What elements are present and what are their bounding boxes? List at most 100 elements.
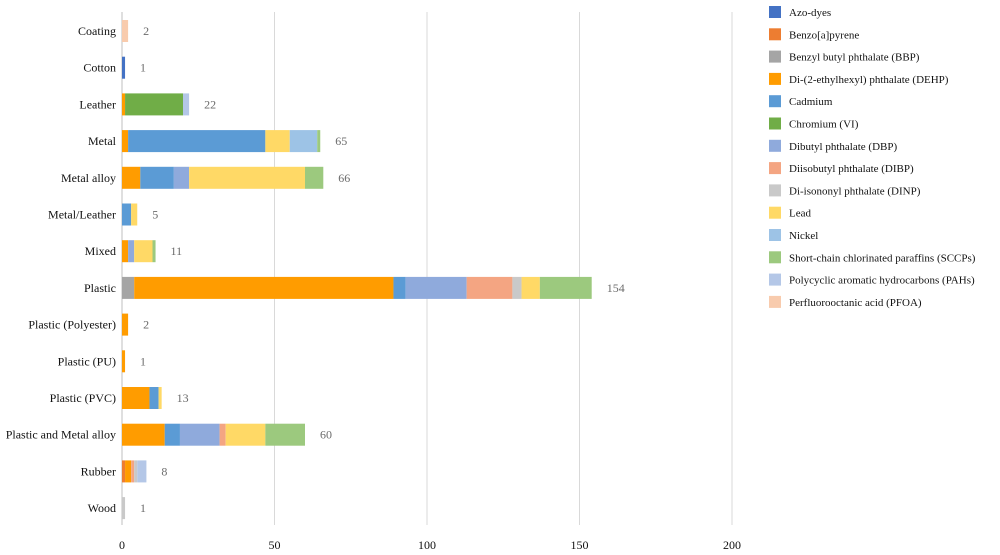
legend-label: Diisobutyl phthalate (DIBP) xyxy=(789,163,914,175)
bar-plastic-and-metal-alloy-short-chain-chlorinated-paraffins-sccps xyxy=(265,423,305,446)
bar-plastic-dibutyl-phthalate-dbp xyxy=(405,276,467,299)
bars xyxy=(122,20,592,520)
bar-plastic-and-metal-alloy-di-2-ethylhexyl-phthalate-dehp xyxy=(122,423,165,446)
bar-mixed-lead xyxy=(134,240,153,263)
bar-metal-lead xyxy=(265,130,290,153)
legend: Azo-dyes Benzo[a]pyrene Benzyl butyl phtha… xyxy=(769,6,976,309)
bar-mixed-short-chain-chlorinated-paraffins-sccps xyxy=(152,240,156,263)
total-labels: 2 1 22 65 66 5 11 154 2 1 13 60 8 1 xyxy=(140,24,625,515)
bar-plastic-polyester-di-2-ethylhexyl-phthalate-dehp xyxy=(122,313,129,336)
x-tick-label: 100 xyxy=(418,538,436,552)
legend-label: Chromium (VI) xyxy=(789,119,859,131)
x-tick-label: 150 xyxy=(571,538,589,552)
category-label: Mixed xyxy=(85,244,116,258)
legend-label: Nickel xyxy=(789,230,818,242)
total-label: 8 xyxy=(161,464,167,478)
legend-label: Azo-dyes xyxy=(789,7,831,19)
bar-coating-perfluorooctanic-acid-pfoa xyxy=(122,20,129,42)
category-label: Coating xyxy=(78,24,116,38)
total-label: 154 xyxy=(607,281,625,295)
legend-label: Di-isononyl phthalate (DINP) xyxy=(789,185,921,197)
legend-swatch-cadmium xyxy=(769,95,781,108)
category-label: Wood xyxy=(88,501,116,515)
total-label: 65 xyxy=(335,134,347,148)
bar-plastic-benzyl-butyl-phthalate-bbp xyxy=(122,276,135,299)
bar-mixed-di-2-ethylhexyl-phthalate-dehp xyxy=(122,240,129,263)
bar-rubber-di-2-ethylhexyl-phthalate-dehp xyxy=(125,460,132,483)
x-tick-labels: 0 50 100 150 200 xyxy=(119,538,741,552)
bar-cotton-azo-dyes xyxy=(122,56,126,79)
bar-mixed-dibutyl-phthalate-dbp xyxy=(128,240,135,263)
bar-leather-chromium-vi xyxy=(125,93,183,116)
bar-plastic-pvc-cadmium xyxy=(149,387,159,409)
x-tick-label: 200 xyxy=(723,538,741,552)
bar-metal-alloy-lead xyxy=(189,166,305,189)
bar-plastic-di-2-ethylhexyl-phthalate-dehp xyxy=(134,276,394,299)
total-label: 2 xyxy=(143,318,149,332)
bar-metal-cadmium xyxy=(128,130,266,153)
bar-metal-alloy-cadmium xyxy=(140,166,174,189)
category-label: Plastic (Polyester) xyxy=(28,318,116,332)
category-labels: Coating Cotton Leather Metal Metal alloy Meta… xyxy=(6,24,117,515)
legend-swatch-lead xyxy=(769,206,781,219)
bar-rubber-benzo-a-pyrene xyxy=(122,460,126,483)
bar-plastic-lead xyxy=(521,276,540,299)
category-label: Metal xyxy=(88,134,117,148)
legend-swatch-short-chain-chlorinated-paraffins-sccps xyxy=(769,251,781,264)
bar-plastic-diisobutyl-phthalate-dibp xyxy=(466,276,513,299)
bar-plastic-pvc-di-2-ethylhexyl-phthalate-dehp xyxy=(122,387,150,409)
bar-plastic-pvc-lead xyxy=(158,387,162,409)
legend-label: Cadmium xyxy=(789,96,833,108)
bar-metal-short-chain-chlorinated-paraffins-sccps xyxy=(317,130,321,153)
bar-plastic-and-metal-alloy-diisobutyl-phthalate-dibp xyxy=(219,423,226,446)
total-label: 1 xyxy=(140,501,146,515)
total-label: 1 xyxy=(140,61,146,75)
category-label: Plastic xyxy=(84,281,116,295)
legend-swatch-polycyclic-aromatic-hydrocarbons-pahs xyxy=(769,273,781,286)
category-label: Leather xyxy=(79,97,116,111)
grid-lines xyxy=(121,12,733,525)
bar-metal-alloy-short-chain-chlorinated-paraffins-sccps xyxy=(305,166,324,189)
total-label: 22 xyxy=(204,97,216,111)
bar-rubber-di-isononyl-phthalate-dinp xyxy=(134,460,138,483)
legend-swatch-di-isononyl-phthalate-dinp xyxy=(769,184,781,197)
bar-plastic-di-isononyl-phthalate-dinp xyxy=(512,276,522,299)
legend-swatch-chromium-vi xyxy=(769,117,781,130)
bar-metal-leather-lead xyxy=(131,203,138,226)
legend-label: Di-(2-ethylhexyl) phthalate (DEHP) xyxy=(789,74,949,86)
bar-metal-leather-cadmium xyxy=(122,203,132,226)
legend-label: Short-chain chlorinated paraffins (SCCPs… xyxy=(789,252,976,264)
legend-swatch-perfluorooctanic-acid-pfoa xyxy=(769,295,781,308)
bar-rubber-diisobutyl-phthalate-dibp xyxy=(131,460,135,483)
x-tick-label: 50 xyxy=(269,538,281,552)
total-label: 60 xyxy=(320,428,332,442)
legend-swatch-di-2-ethylhexyl-phthalate-dehp xyxy=(769,72,781,85)
bar-plastic-pu-di-2-ethylhexyl-phthalate-dehp xyxy=(122,350,126,373)
bar-metal-di-2-ethylhexyl-phthalate-dehp xyxy=(122,130,129,153)
bar-metal-alloy-dibutyl-phthalate-dbp xyxy=(173,166,190,189)
total-label: 5 xyxy=(152,208,158,222)
total-label: 2 xyxy=(143,24,149,38)
legend-swatch-azo-dyes xyxy=(769,6,781,18)
bar-leather-polycyclic-aromatic-hydrocarbons-pahs xyxy=(183,93,190,116)
bar-leather-di-2-ethylhexyl-phthalate-dehp xyxy=(122,93,126,116)
legend-label: Polycyclic aromatic hydrocarbons (PAHs) xyxy=(789,275,975,287)
bar-metal-alloy-di-2-ethylhexyl-phthalate-dehp xyxy=(122,166,141,189)
legend-swatch-dibutyl-phthalate-dbp xyxy=(769,139,781,152)
legend-label: Dibutyl phthalate (DBP) xyxy=(789,141,897,153)
legend-swatch-benzo-a-pyrene xyxy=(769,28,781,41)
legend-label: Benzo[a]pyrene xyxy=(789,29,859,41)
total-label: 11 xyxy=(171,244,183,258)
total-label: 1 xyxy=(140,354,146,368)
legend-swatch-diisobutyl-phthalate-dibp xyxy=(769,162,781,175)
bar-plastic-and-metal-alloy-lead xyxy=(225,423,266,446)
category-label: Plastic (PU) xyxy=(58,354,116,368)
total-label: 13 xyxy=(177,391,189,405)
bar-plastic-cadmium xyxy=(393,276,406,299)
category-label: Cotton xyxy=(83,61,116,75)
legend-label: Lead xyxy=(789,208,811,220)
bar-plastic-and-metal-alloy-cadmium xyxy=(164,423,180,446)
legend-swatch-benzyl-butyl-phthalate-bbp xyxy=(769,50,781,63)
category-label: Plastic (PVC) xyxy=(50,391,116,405)
